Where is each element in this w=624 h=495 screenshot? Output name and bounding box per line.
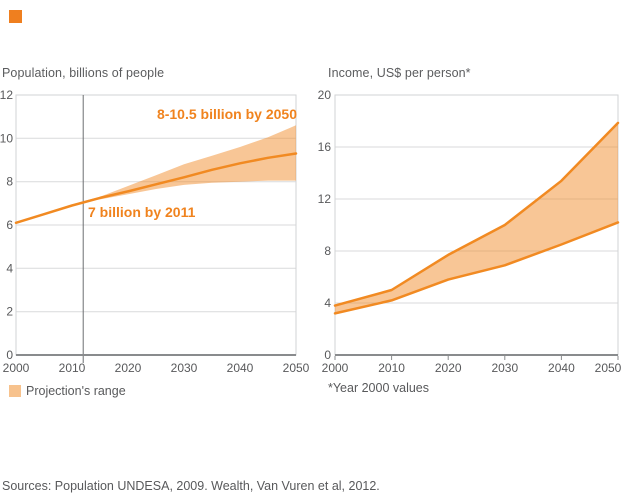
population-chart-title: Population, billions of people [2, 66, 165, 80]
svg-text:4: 4 [324, 296, 331, 310]
svg-text:2000: 2000 [322, 361, 349, 375]
svg-text:0: 0 [6, 348, 13, 362]
svg-text:20: 20 [318, 88, 332, 102]
svg-text:16: 16 [318, 140, 332, 154]
svg-text:10: 10 [0, 131, 13, 145]
footnote-year-2000-values: *Year 2000 values [328, 381, 430, 395]
svg-text:2010: 2010 [378, 361, 405, 375]
population-chart-canvas: 2000 2010 2020 2030 2040 2050 0 2 4 6 8 10 12 [0, 88, 310, 375]
projection-range-swatch-icon [9, 385, 21, 397]
svg-text:6: 6 [6, 218, 13, 232]
svg-text:2040: 2040 [227, 361, 254, 375]
brand-logo-square [9, 10, 22, 23]
svg-text:2010: 2010 [59, 361, 86, 375]
svg-text:2: 2 [6, 305, 13, 319]
legend-label: Projection's range [26, 384, 126, 398]
svg-text:8: 8 [6, 175, 13, 189]
svg-text:2050: 2050 [283, 361, 310, 375]
svg-text:4: 4 [6, 261, 13, 275]
svg-text:2020: 2020 [115, 361, 142, 375]
svg-text:2020: 2020 [435, 361, 462, 375]
annotation-8-10-billion-2050: 8-10.5 billion by 2050 [156, 106, 297, 122]
income-chart-canvas: 2000 2010 2020 2030 2040 2050 0 4 8 12 16 20 [318, 88, 622, 375]
svg-text:12: 12 [0, 88, 13, 102]
svg-text:2030: 2030 [171, 361, 198, 375]
svg-text:0: 0 [324, 348, 331, 362]
svg-text:2000: 2000 [3, 361, 30, 375]
svg-text:2030: 2030 [491, 361, 518, 375]
sources-note: Sources: Population UNDESA, 2009. Wealth… [2, 479, 380, 493]
svg-text:8: 8 [324, 244, 331, 258]
svg-text:2040: 2040 [548, 361, 575, 375]
svg-text:12: 12 [318, 192, 332, 206]
annotation-7-billion-2011: 7 billion by 2011 [88, 204, 196, 220]
income-chart-title: Income, US$ per person* [328, 66, 471, 80]
svg-text:2050: 2050 [595, 361, 622, 375]
